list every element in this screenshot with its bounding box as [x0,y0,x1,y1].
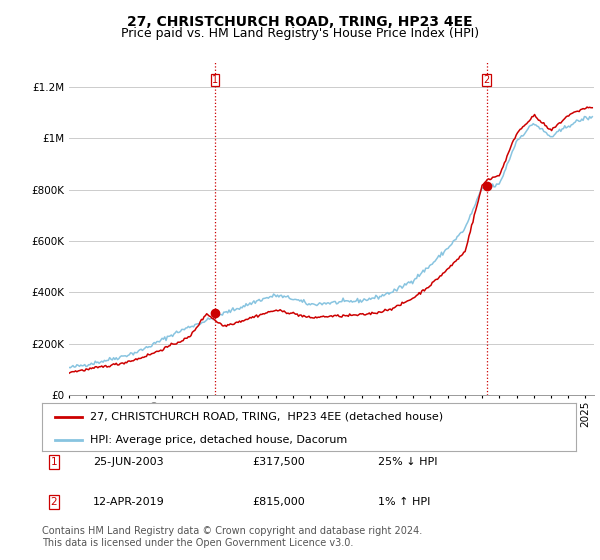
Text: 25-JUN-2003: 25-JUN-2003 [93,457,164,467]
Text: 27, CHRISTCHURCH ROAD, TRING, HP23 4EE: 27, CHRISTCHURCH ROAD, TRING, HP23 4EE [127,15,473,29]
Text: 2: 2 [484,75,490,85]
Text: £815,000: £815,000 [252,497,305,507]
Text: 27, CHRISTCHURCH ROAD, TRING,  HP23 4EE (detached house): 27, CHRISTCHURCH ROAD, TRING, HP23 4EE (… [90,412,443,422]
Text: £317,500: £317,500 [252,457,305,467]
Text: Price paid vs. HM Land Registry's House Price Index (HPI): Price paid vs. HM Land Registry's House … [121,27,479,40]
Text: 1: 1 [212,75,218,85]
Text: 1: 1 [50,457,58,467]
Text: Contains HM Land Registry data © Crown copyright and database right 2024.
This d: Contains HM Land Registry data © Crown c… [42,526,422,548]
Text: HPI: Average price, detached house, Dacorum: HPI: Average price, detached house, Daco… [90,435,347,445]
Text: 25% ↓ HPI: 25% ↓ HPI [378,457,437,467]
Text: 1% ↑ HPI: 1% ↑ HPI [378,497,430,507]
Text: 12-APR-2019: 12-APR-2019 [93,497,165,507]
Text: 2: 2 [50,497,58,507]
